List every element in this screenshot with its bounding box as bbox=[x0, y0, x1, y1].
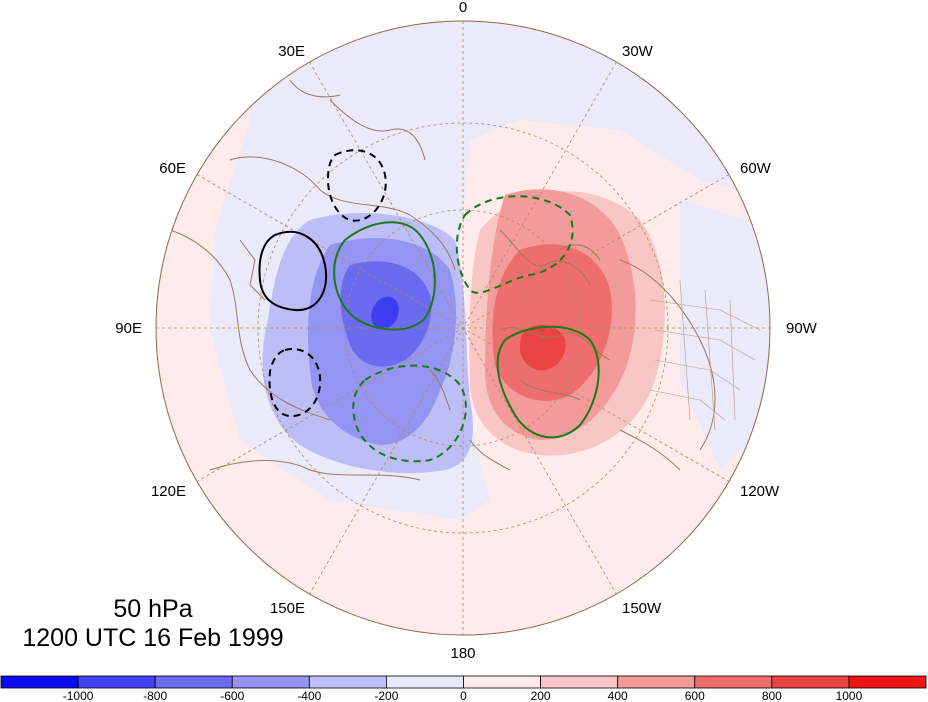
colorbar-tick-label: 1000 bbox=[836, 689, 863, 702]
colorbar-tick-label: 200 bbox=[531, 689, 551, 702]
contours-black bbox=[258, 149, 387, 418]
colorbar-swatch bbox=[848, 675, 927, 689]
green-dashed-contour-south bbox=[352, 364, 467, 463]
black-dashed-contour-north bbox=[326, 149, 387, 222]
datetime-title: 1200 UTC 16 Feb 1999 bbox=[22, 624, 283, 652]
lon-label-150w: 150W bbox=[622, 600, 662, 617]
lon-label-60w: 60W bbox=[740, 160, 772, 177]
colorbar-swatch bbox=[0, 675, 79, 689]
colorbar-swatch bbox=[694, 675, 773, 689]
lon-label-180: 180 bbox=[450, 645, 475, 662]
lon-label-30e: 30E bbox=[278, 43, 305, 60]
lon-label-90w: 90W bbox=[786, 320, 818, 337]
colorbar-swatch bbox=[231, 675, 310, 689]
lon-label-90e: 90E bbox=[115, 320, 142, 337]
graticule bbox=[156, 21, 770, 635]
colorbar-swatch bbox=[771, 675, 850, 689]
negative-core bbox=[371, 296, 399, 330]
pressure-level-title: 50 hPa bbox=[113, 595, 192, 623]
lon-label-120e: 120E bbox=[151, 483, 186, 500]
black-solid-contour bbox=[258, 230, 328, 312]
state-boundaries bbox=[649, 279, 761, 431]
positive-region-600 bbox=[492, 244, 612, 401]
green-solid-contour-east bbox=[496, 325, 600, 439]
longitude-labels: 0 30W 60W 90W 120W 150W 180 150E 120E 90… bbox=[115, 0, 817, 662]
coastlines bbox=[169, 79, 716, 481]
green-solid-contour-west bbox=[333, 221, 436, 331]
colorbar-swatch bbox=[463, 675, 541, 689]
black-dashed-contour-south bbox=[268, 348, 322, 418]
green-dashed-contour-north bbox=[455, 195, 574, 294]
colorbar-swatch bbox=[540, 675, 619, 689]
colorbar-swatch bbox=[308, 675, 387, 689]
colorbar-tick-label: -400 bbox=[297, 689, 321, 702]
negative-region-light-2 bbox=[680, 200, 770, 470]
colorbar-swatch bbox=[386, 675, 464, 689]
colorbar-tick-label: 600 bbox=[685, 689, 705, 702]
colorbar-swatch bbox=[617, 675, 696, 689]
colorbar-tick-label: 0 bbox=[460, 689, 467, 702]
contours-green bbox=[333, 195, 600, 463]
shaded-field bbox=[156, 21, 770, 635]
colorbar-tick-label: -800 bbox=[143, 689, 167, 702]
colorbar-tick-label: -200 bbox=[374, 689, 398, 702]
lon-label-120w: 120W bbox=[740, 483, 780, 500]
colorbar-tick-label: 400 bbox=[608, 689, 628, 702]
lon-label-30w: 30W bbox=[622, 43, 654, 60]
positive-region-800 bbox=[520, 324, 566, 371]
colorbar-tick-label: -1000 bbox=[63, 689, 94, 702]
colorbar-swatch bbox=[77, 675, 156, 689]
colorbar-tick-label: 800 bbox=[762, 689, 782, 702]
colorbar-swatch bbox=[154, 675, 233, 689]
colorbar-tick-label: -600 bbox=[220, 689, 244, 702]
lon-label-150e: 150E bbox=[270, 600, 305, 617]
lon-label-0: 0 bbox=[459, 0, 467, 16]
lon-label-60e: 60E bbox=[159, 160, 186, 177]
colorbar: -1000 -800 -600 -400 -200 0 200 400 600 800 1000 bbox=[0, 675, 927, 702]
